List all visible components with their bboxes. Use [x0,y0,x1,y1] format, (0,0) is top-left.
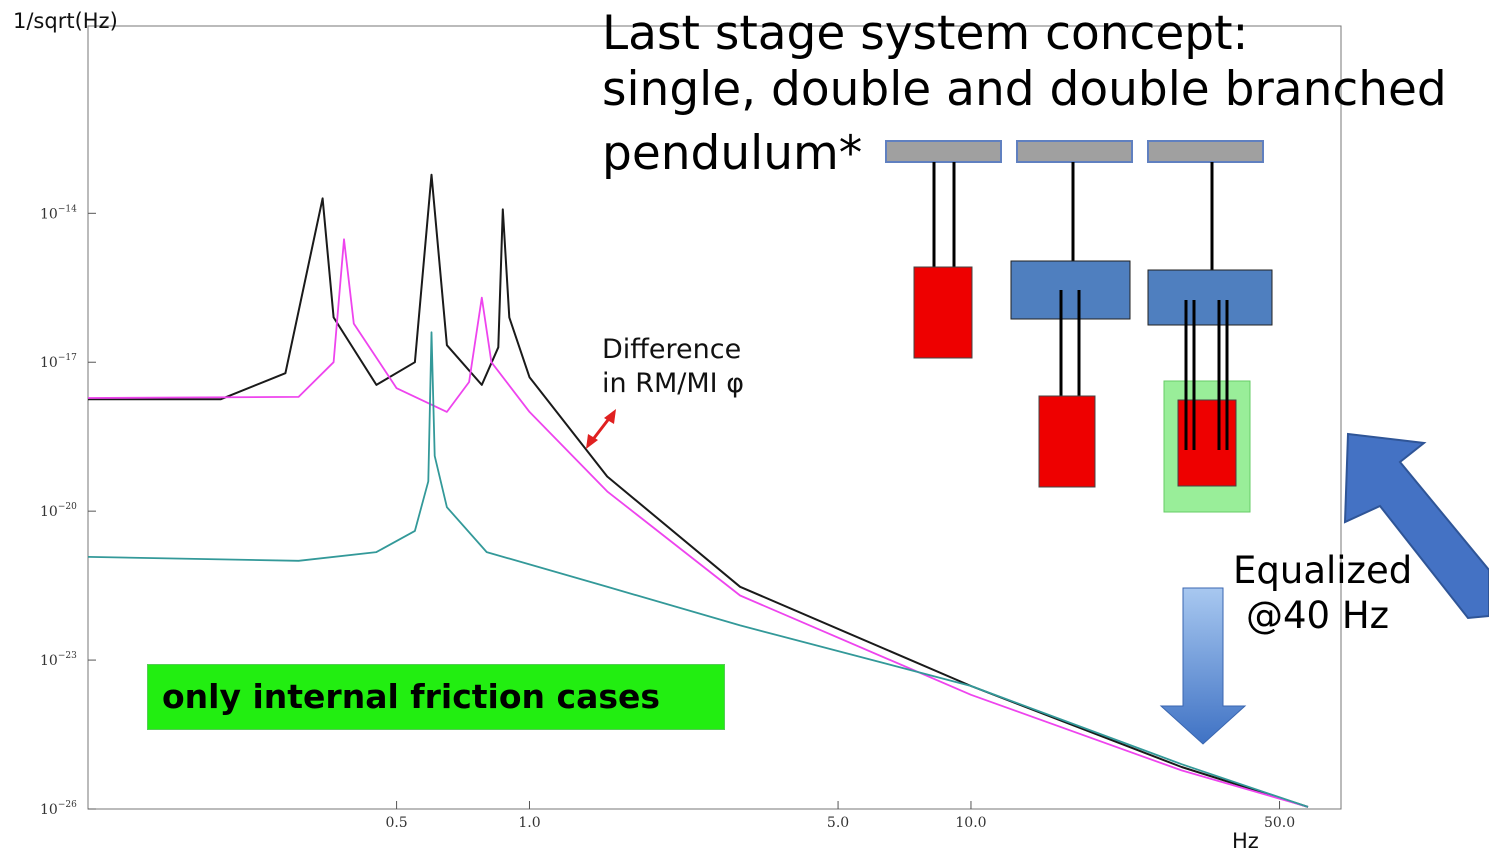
series-line-2 [87,238,1309,808]
chart-subtitle-line-1: single, double and double branched [602,62,1447,117]
series-line-1 [88,173,1309,808]
curves [87,173,1309,808]
y-tick-label: 10−17 [40,353,77,371]
branched-pendulum-intermediate-mass [1147,269,1273,326]
x-axis-label: Hz [1232,829,1259,853]
chart-title: Last stage system concept: [602,6,1249,61]
single-pendulum-mass [913,266,973,359]
y-axis-label: 1/sqrt(Hz) [13,9,118,33]
x-tick-label: 1.0 [518,815,540,831]
series-line-3 [87,331,1309,808]
x-tick-label: 10.0 [955,815,986,831]
y-tick-label: 10−20 [40,502,77,520]
double-pendulum-intermediate-mass [1010,260,1131,320]
suspension-point-single [885,140,1002,163]
x-tick-label: 0.5 [385,815,407,831]
internal-friction-label-box: only internal friction cases [147,664,725,730]
difference-annotation-line-1: Difference [602,334,742,365]
pendulum-schematic [885,140,1273,513]
y-tick-label: 10−14 [40,204,77,222]
difference-annotation-line-2: in RM/MI φ [602,368,745,399]
y-tick-label: 10−23 [40,651,77,669]
equalized-frequency-label: @40 Hz [1246,594,1390,637]
equalized-down-arrow [1159,587,1247,745]
difference-arrow [586,409,616,449]
x-tick-label: 5.0 [827,815,849,831]
double-pendulum-test-mass [1038,395,1096,488]
plot-frame [87,25,1342,810]
equalized-label: Equalized [1233,549,1413,592]
chart-subtitle-line-2: pendulum* [602,126,863,181]
internal-friction-label: only internal friction cases [162,677,661,716]
x-tick-label: 50.0 [1264,815,1295,831]
y-tick-label: 10−26 [40,800,77,818]
branched-pendulum-pointer-arrow [1343,432,1489,620]
suspension-point-branched [1147,140,1264,163]
suspension-point-double [1016,140,1133,163]
